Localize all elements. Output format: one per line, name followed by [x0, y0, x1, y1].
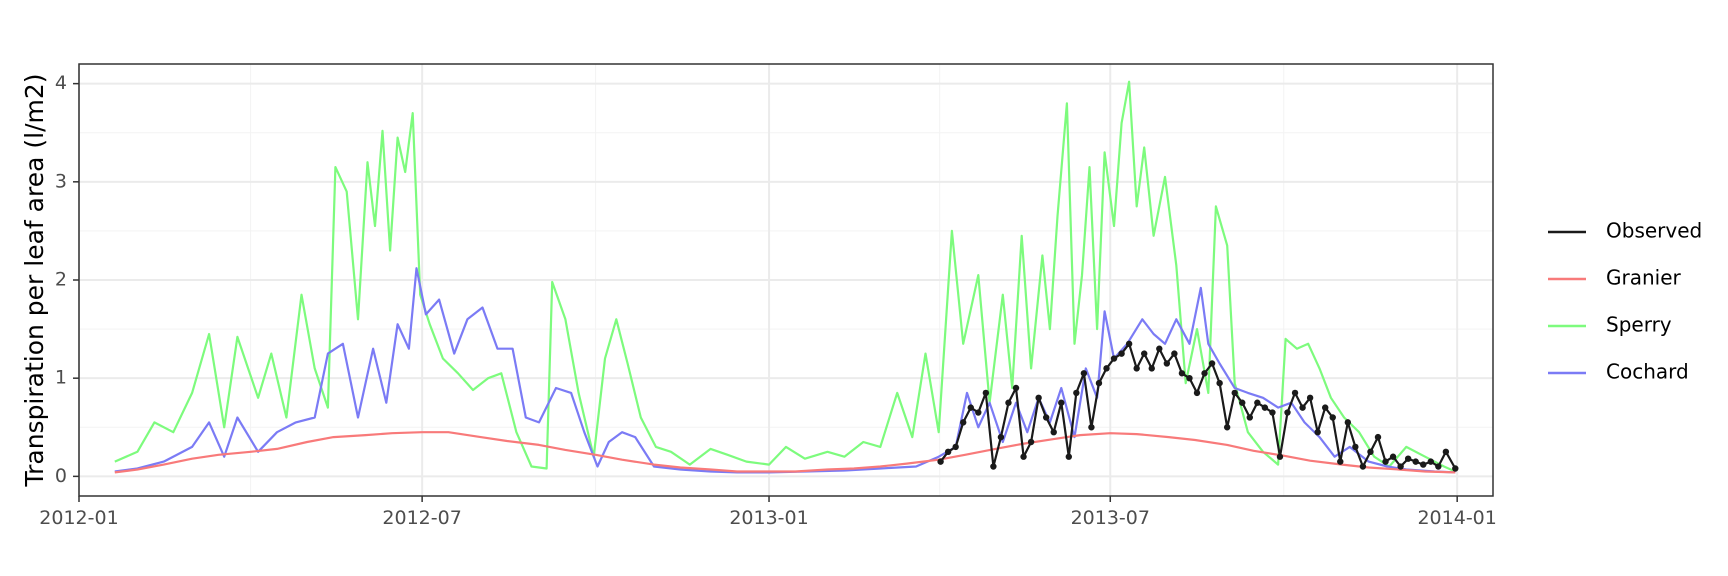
observed-point: [1344, 419, 1352, 426]
observed-point: [1178, 370, 1186, 377]
observed-point: [1141, 350, 1148, 357]
observed-point: [1103, 365, 1110, 372]
observed-point: [944, 448, 952, 456]
y-tick-label: 2: [55, 269, 67, 291]
legend-label-cochard: Cochard: [1606, 360, 1689, 384]
y-axis: 0 1 2 3 4: [55, 72, 79, 487]
observed-point: [1042, 414, 1050, 421]
x-tick-label: 2013-01: [729, 507, 808, 529]
observed-point: [1367, 448, 1374, 456]
observed-point: [1193, 389, 1201, 397]
observed-point: [1412, 458, 1419, 465]
y-tick-label: 4: [55, 72, 67, 94]
observed-point: [1163, 360, 1171, 367]
observed-point: [1201, 370, 1208, 377]
observed-point: [1080, 370, 1088, 377]
x-tick-label: 2012-07: [382, 507, 461, 529]
observed-point: [1171, 350, 1178, 357]
observed-point: [1442, 448, 1450, 456]
series-line-granier: [114, 431, 1456, 474]
observed-point: [1306, 394, 1314, 402]
observed-point: [1118, 350, 1125, 357]
observed-point: [1012, 384, 1020, 392]
observed-point: [1322, 404, 1329, 411]
y-tick-label: 1: [55, 367, 67, 389]
observed-point: [1110, 355, 1118, 362]
observed-point: [1291, 389, 1299, 397]
minor-grid: [79, 64, 1493, 496]
series-line-sperry: [114, 80, 1456, 473]
series-line-cochard: [114, 267, 1456, 474]
observed-point: [1284, 409, 1291, 416]
observed-point: [1337, 458, 1344, 465]
observed-point: [1314, 428, 1321, 436]
observed-point: [1065, 453, 1073, 460]
observed-point: [1005, 399, 1012, 406]
legend: Observed Granier Sperry Cochard: [1548, 219, 1702, 384]
legend-label-sperry: Sperry: [1606, 313, 1672, 337]
observed-point: [1246, 414, 1253, 421]
observed-point: [1359, 463, 1367, 470]
observed-point: [1125, 340, 1133, 348]
observed-point: [1216, 379, 1223, 387]
observed-point: [952, 443, 959, 451]
observed-point: [1231, 389, 1238, 397]
observed-point: [1397, 463, 1404, 470]
observed-point: [1050, 428, 1057, 436]
observed-point: [982, 389, 990, 397]
observed-point: [1148, 365, 1155, 372]
observed-point: [1058, 399, 1065, 406]
observed-point: [1427, 458, 1434, 465]
observed-point: [1435, 463, 1442, 470]
observed-point: [1208, 360, 1216, 367]
y-axis-title: Transpiration per leaf area (l/m2): [20, 73, 49, 487]
observed-point: [990, 463, 997, 470]
series-layer: [114, 80, 1459, 474]
observed-point: [1223, 424, 1231, 431]
observed-point: [1254, 399, 1261, 406]
observed-point: [967, 404, 974, 411]
x-tick-label: 2012-01: [39, 507, 118, 529]
legend-label-observed: Observed: [1606, 219, 1702, 243]
observed-point: [1329, 414, 1336, 421]
observed-point: [1133, 365, 1140, 372]
observed-point: [1452, 465, 1459, 472]
observed-point: [1095, 379, 1103, 387]
observed-point: [997, 433, 1005, 441]
observed-point: [1020, 453, 1027, 460]
observed-point: [1261, 404, 1269, 411]
y-tick-label: 0: [55, 465, 67, 487]
observed-point: [1299, 404, 1306, 411]
observed-point: [975, 409, 982, 416]
observed-point: [1073, 389, 1080, 397]
observed-point: [1239, 399, 1246, 406]
x-tick-label: 2014-01: [1417, 507, 1496, 529]
x-tick-label: 2013-07: [1071, 507, 1150, 529]
observed-point: [1420, 461, 1427, 468]
observed-point: [1374, 433, 1382, 441]
y-tick-label: 3: [55, 170, 67, 192]
observed-point: [1088, 424, 1095, 431]
legend-label-granier: Granier: [1606, 266, 1682, 290]
observed-point: [1382, 458, 1389, 465]
observed-point: [960, 419, 967, 426]
observed-point: [1389, 453, 1397, 460]
observed-point: [1276, 453, 1284, 460]
observed-point: [1404, 455, 1412, 462]
observed-point: [937, 458, 944, 465]
observed-point: [1156, 345, 1163, 352]
observed-point: [1027, 438, 1035, 446]
observed-point: [1186, 374, 1193, 382]
x-axis: 2012-01 2012-07 2013-01 2013-07 2014-01: [39, 496, 1497, 529]
observed-point: [1269, 409, 1276, 416]
observed-point: [1035, 394, 1042, 402]
observed-point: [1352, 443, 1359, 451]
